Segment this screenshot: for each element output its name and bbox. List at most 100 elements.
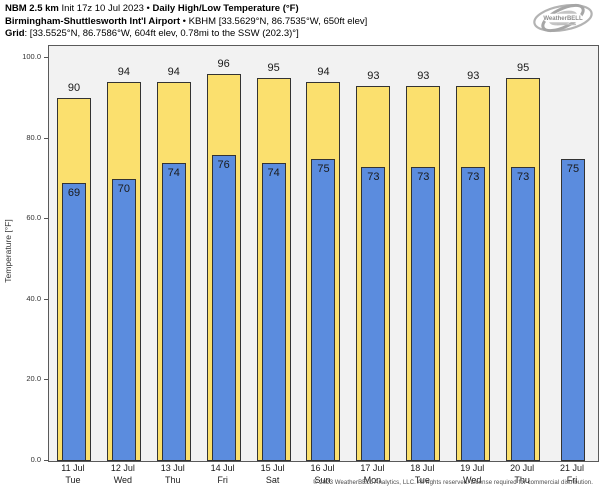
low-temp-value: 74 xyxy=(167,166,180,179)
low-temp-value: 69 xyxy=(67,187,81,199)
low-temp-bar xyxy=(561,158,586,461)
y-tick-mark xyxy=(44,57,48,59)
day-slot: 95 74 xyxy=(249,46,299,461)
low-temp-bar xyxy=(361,166,386,461)
low-temp-value: 70 xyxy=(117,182,130,195)
y-axis-title: Temperature [°F] xyxy=(3,219,13,283)
y-tick-label: 60.0 xyxy=(26,213,41,223)
low-temp-value: 73 xyxy=(467,170,480,183)
day-slot: 94 75 xyxy=(299,46,349,461)
y-tick-label: 80.0 xyxy=(26,132,41,142)
x-tick-label: 14 Jul Fri xyxy=(198,463,248,486)
x-tick-label: 21 Jul Fri xyxy=(547,463,597,486)
x-tick-label: 13 Jul Thu xyxy=(148,463,198,486)
low-temp-bar xyxy=(211,154,236,461)
x-tick-date: 14 Jul xyxy=(210,463,235,473)
low-temp-value: 76 xyxy=(217,158,230,171)
x-tick-label: 12 Jul Wed xyxy=(98,463,148,486)
low-temp-value: 74 xyxy=(267,166,280,179)
x-tick-label: 11 Jul Tue xyxy=(48,463,98,486)
header-line-2: Birmingham-Shuttlesworth Int'l Airport •… xyxy=(5,16,367,29)
x-tick-label: 17 Jul Mon xyxy=(347,463,397,486)
x-tick-day: Wed xyxy=(113,474,133,485)
x-tick-date: 11 Jul xyxy=(61,463,85,473)
x-tick-date: 13 Jul xyxy=(160,463,185,473)
copyright-text: © 2023 WeatherBELL Analytics, LLC. All r… xyxy=(313,480,593,486)
x-tick-day: Tue xyxy=(65,474,81,485)
high-temp-value: 94 xyxy=(167,66,180,79)
high-temp-value: 93 xyxy=(467,70,480,83)
header-line-3: Grid: [33.5525°N, 86.7586°W, 604ft elev,… xyxy=(5,28,367,41)
low-temp-bar xyxy=(261,162,286,461)
day-slot: 95 73 xyxy=(498,46,548,461)
high-temp-value: 95 xyxy=(267,62,280,75)
x-tick-date: 12 Jul xyxy=(110,463,135,473)
x-tick-label: 15 Jul Sat xyxy=(248,463,298,486)
high-temp-value: 95 xyxy=(517,62,530,75)
x-tick-label: 18 Jul Tue xyxy=(397,463,447,486)
y-tick-label: 20.0 xyxy=(26,374,41,384)
x-tick-date: 18 Jul xyxy=(410,463,435,473)
x-tick-date: 15 Jul xyxy=(260,463,285,473)
low-temp-value: 73 xyxy=(367,170,380,183)
header-text-segment: Grid xyxy=(5,28,25,40)
y-tick-mark xyxy=(44,137,48,139)
low-temp-bar xyxy=(511,166,536,461)
high-temp-value: 94 xyxy=(117,66,130,79)
day-slot: 96 76 xyxy=(199,46,249,461)
day-slot: 94 70 xyxy=(99,46,149,461)
high-temp-value: 90 xyxy=(67,82,81,95)
weatherbell-logo-icon: WeatherBELL xyxy=(533,3,593,33)
header-line-1: NBM 2.5 km Init 17z 10 Jul 2023 • Daily … xyxy=(5,3,367,16)
x-tick-day: Fri xyxy=(217,474,228,485)
plot-area: 90 69 94 70 94 74 96 76 95 74 94 75 93 73 93 73 93 73 95 73… xyxy=(48,45,599,462)
header-text-segment: • KBHM [33.5629°N, 86.7535°W, 650ft elev… xyxy=(180,15,368,27)
chart-header: NBM 2.5 km Init 17z 10 Jul 2023 • Daily … xyxy=(5,3,367,41)
low-temp-bar xyxy=(161,162,186,461)
day-slot: 93 73 xyxy=(348,46,398,461)
low-temp-bar xyxy=(111,178,136,461)
low-temp-value: 73 xyxy=(517,170,530,183)
x-tick-day: Sat xyxy=(265,474,280,485)
header-text-segment: Birmingham-Shuttlesworth Int'l Airport xyxy=(5,15,181,27)
header-text-segment: Daily High/Low Temperature (°F) xyxy=(152,3,299,14)
x-tick-day: Thu xyxy=(514,474,530,485)
day-slot: 94 74 xyxy=(149,46,199,461)
y-tick-mark xyxy=(44,298,48,300)
x-tick-label: 19 Jul Wed xyxy=(447,463,497,486)
day-slot: 93 73 xyxy=(448,46,498,461)
x-tick-date: 16 Jul xyxy=(310,463,335,473)
low-temp-value: 75 xyxy=(566,162,580,175)
low-temp-bar xyxy=(411,166,436,461)
x-tick-day: Sun xyxy=(314,474,331,485)
high-temp-value: 93 xyxy=(417,70,430,83)
day-slot: 93 73 xyxy=(398,46,448,461)
y-tick-mark xyxy=(44,460,48,461)
header-text-segment: NBM 2.5 km xyxy=(5,3,59,14)
header-text-segment: Init 17z 10 Jul 2023 • xyxy=(58,3,153,14)
y-tick-label: 100.0 xyxy=(22,52,41,62)
x-tick-day: Tue xyxy=(414,474,430,485)
high-temp-value: 93 xyxy=(367,70,380,83)
low-temp-value: 75 xyxy=(317,162,330,175)
low-temp-bar xyxy=(461,166,486,461)
x-tick-label: 16 Jul Sun xyxy=(298,463,348,486)
y-tick-label: 0.0 xyxy=(30,455,41,464)
header-text-segment: : [33.5525°N, 86.7586°W, 604ft elev, 0.7… xyxy=(24,28,299,40)
x-tick-label: 20 Jul Thu xyxy=(497,463,547,486)
high-temp-value: 94 xyxy=(317,66,330,79)
y-tick-label: 40.0 xyxy=(26,293,41,303)
x-tick-date: 20 Jul xyxy=(510,463,535,473)
x-tick-date: 19 Jul xyxy=(460,463,485,473)
low-temp-value: 73 xyxy=(417,170,430,183)
low-temp-bar xyxy=(61,183,86,461)
x-tick-day: Fri xyxy=(566,474,578,485)
x-tick-date: 17 Jul xyxy=(360,463,385,473)
day-slot: 90 69 xyxy=(49,46,99,461)
high-temp-value: 96 xyxy=(217,58,230,71)
y-tick-mark xyxy=(44,218,48,220)
x-tick-day: Mon xyxy=(363,474,382,485)
low-temp-bar xyxy=(311,158,336,461)
weatherbell-logo-text: WeatherBELL xyxy=(543,16,583,22)
